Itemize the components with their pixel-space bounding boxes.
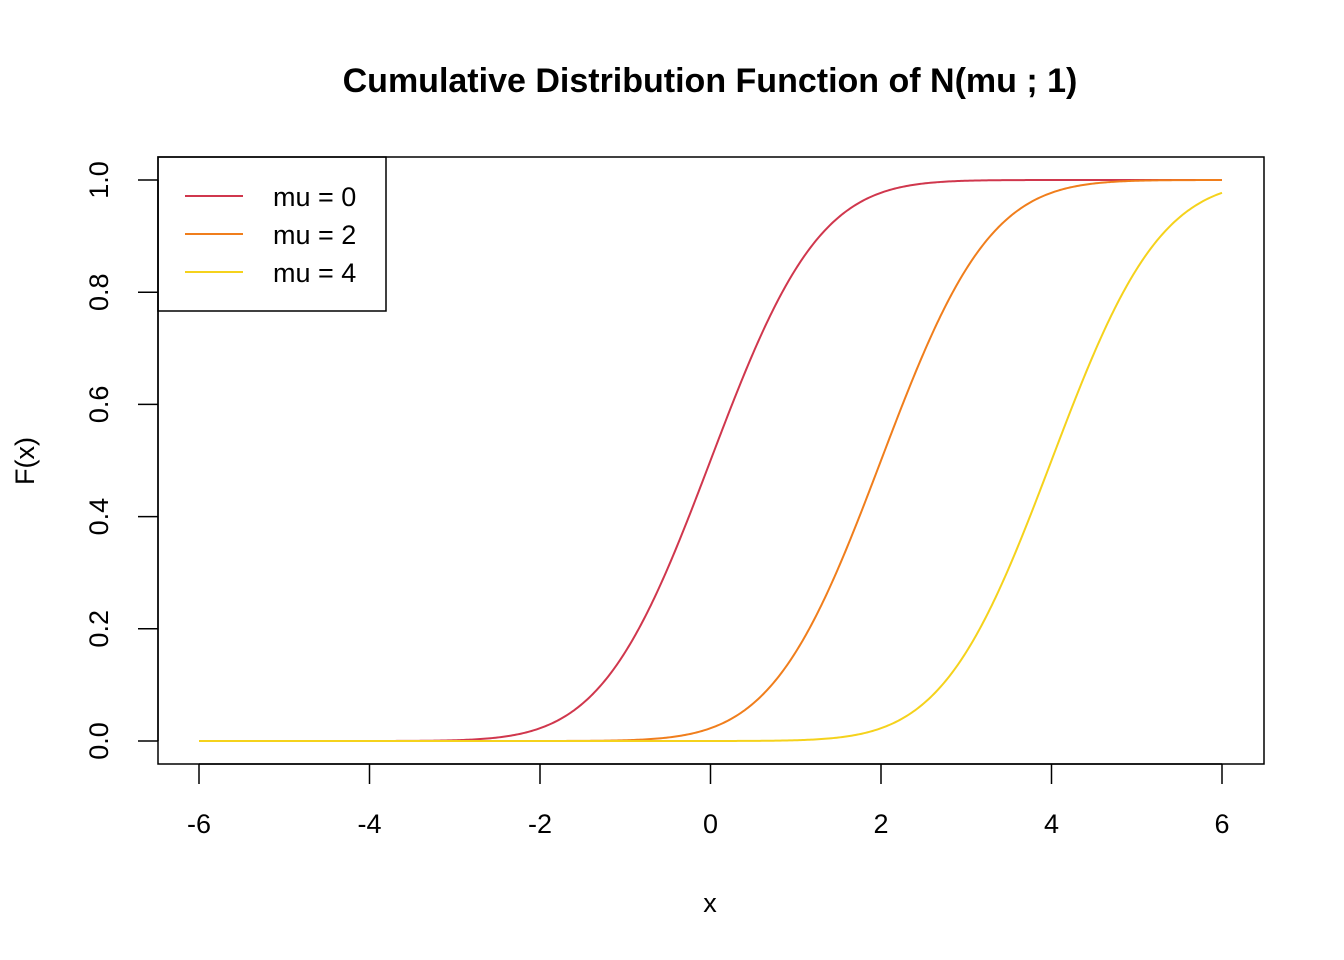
y-axis: 0.0 0.2 0.4 0.6 0.8 1.0 bbox=[84, 161, 159, 760]
legend-box bbox=[157, 156, 387, 312]
legend: mu = 0 mu = 2 mu = 4 bbox=[157, 156, 387, 312]
x-tick-label: -4 bbox=[357, 809, 381, 839]
chart-title: Cumulative Distribution Function of N(mu… bbox=[343, 62, 1078, 100]
y-tick-label: 0.4 bbox=[84, 498, 114, 536]
x-tick-label: 2 bbox=[873, 809, 888, 839]
x-tick-label: 0 bbox=[703, 809, 718, 839]
y-tick-label: 0.2 bbox=[84, 610, 114, 648]
y-tick-label: 1.0 bbox=[84, 161, 114, 199]
x-tick-label: 4 bbox=[1044, 809, 1059, 839]
x-axis: -6 -4 -2 0 2 4 6 bbox=[187, 763, 1230, 839]
series-layer bbox=[199, 179, 1223, 742]
legend-label: mu = 4 bbox=[273, 258, 356, 288]
x-tick-label: 6 bbox=[1214, 809, 1229, 839]
y-tick-label: 0.0 bbox=[84, 722, 114, 760]
x-axis-label: x bbox=[703, 888, 717, 918]
y-tick-label: 0.8 bbox=[84, 273, 114, 311]
series-line-2 bbox=[199, 191, 1223, 742]
legend-label: mu = 2 bbox=[273, 220, 356, 250]
y-tick-label: 0.6 bbox=[84, 386, 114, 424]
y-axis-label: F(x) bbox=[10, 437, 40, 485]
legend-label: mu = 0 bbox=[273, 182, 356, 212]
x-tick-label: -2 bbox=[528, 809, 552, 839]
x-tick-label: -6 bbox=[187, 809, 211, 839]
